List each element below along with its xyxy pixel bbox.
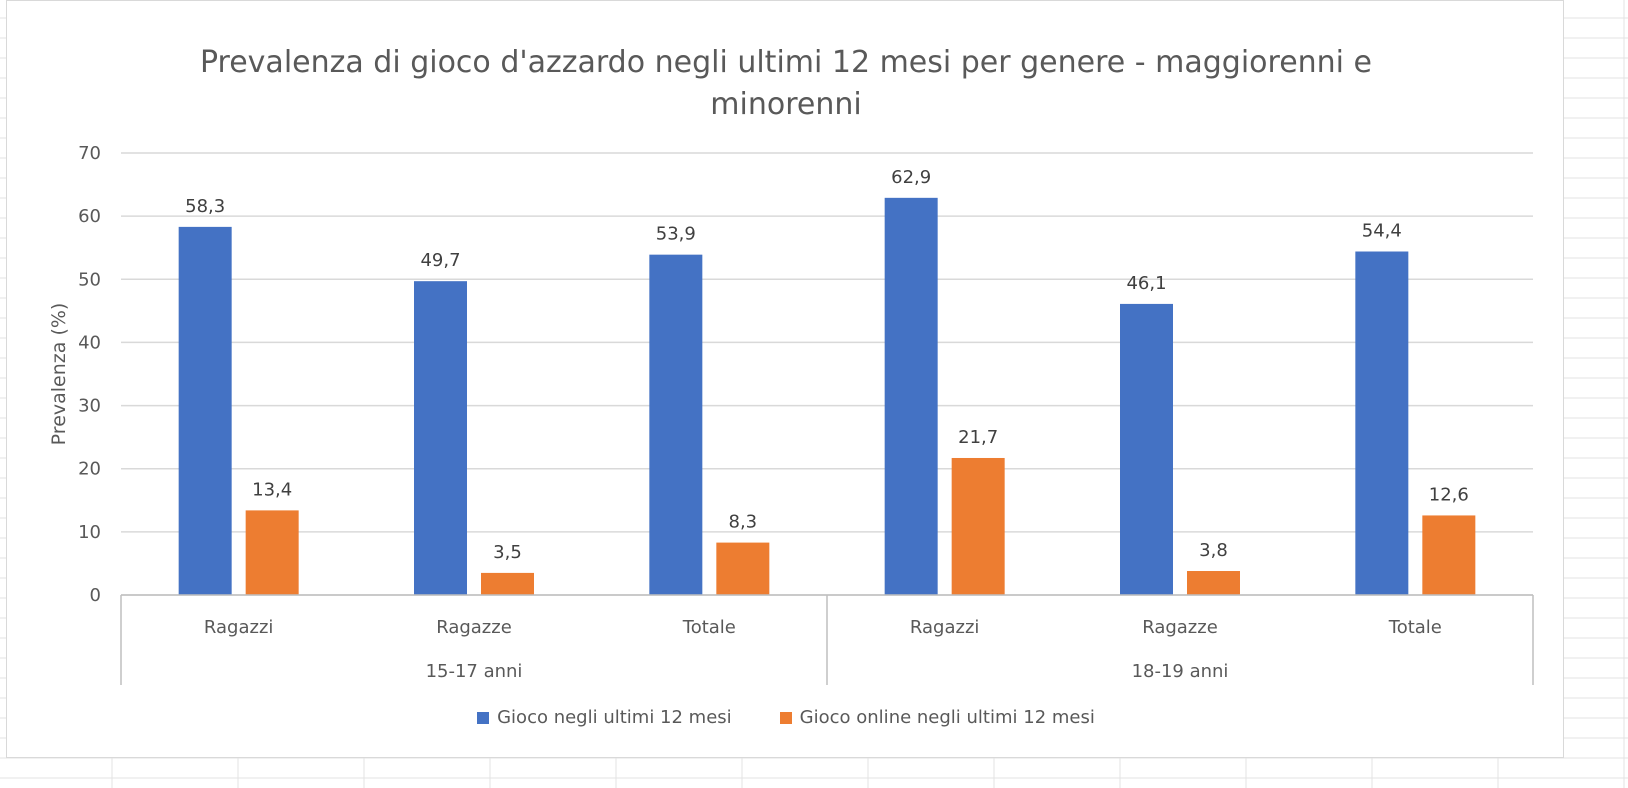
x-category-label: Totale — [1388, 617, 1442, 638]
bar — [178, 226, 232, 595]
data-label: 62,9 — [891, 167, 931, 188]
bar — [649, 254, 703, 595]
x-category-label: Totale — [682, 617, 736, 638]
chart-legend: Gioco negli ultimi 12 mesi Gioco online … — [7, 707, 1565, 728]
y-tick-label: 60 — [78, 206, 101, 227]
x-category-label: Ragazzi — [910, 617, 980, 638]
y-axis-title: Prevalenza (%) — [48, 303, 70, 446]
bar — [245, 510, 299, 595]
y-tick-label: 40 — [78, 332, 101, 353]
legend-label-series-1: Gioco negli ultimi 12 mesi — [497, 707, 732, 728]
x-group-label: 15-17 anni — [426, 661, 523, 682]
data-label: 46,1 — [1126, 273, 1166, 294]
data-label: 58,3 — [185, 196, 225, 217]
bar — [414, 281, 467, 595]
legend-swatch-series-1 — [477, 711, 490, 724]
y-tick-label: 70 — [78, 143, 101, 164]
chart-title-line-2: minorenni — [710, 87, 862, 122]
y-tick-label: 20 — [78, 459, 101, 480]
x-category-label: Ragazze — [1142, 617, 1218, 638]
y-tick-label: 50 — [78, 269, 101, 290]
bar — [884, 197, 938, 595]
x-group-label: 18-19 anni — [1132, 661, 1229, 682]
x-category-label: Ragazze — [436, 617, 512, 638]
bar-chart-plot: 0 10 20 30 40 50 60 70 Prevalenza (%) 58,3 13,4 Rag… — [48, 143, 1534, 685]
legend-swatch-series-2 — [779, 711, 792, 724]
y-tick-label: 10 — [78, 522, 101, 543]
data-label: 53,9 — [656, 224, 696, 245]
bar — [1422, 515, 1476, 595]
chart-title-line-1: Prevalenza di gioco d'azzardo negli ulti… — [199, 45, 1373, 80]
legend-item-series-1: Gioco negli ultimi 12 mesi — [477, 707, 732, 728]
bar — [481, 572, 534, 595]
data-label: 8,3 — [729, 512, 758, 533]
data-label: 21,7 — [958, 427, 998, 448]
bar — [716, 542, 770, 595]
data-label: 12,6 — [1429, 484, 1469, 505]
legend-label-series-2: Gioco online negli ultimi 12 mesi — [799, 707, 1095, 728]
bar — [951, 457, 1005, 595]
data-label: 3,5 — [493, 542, 522, 563]
chart-area[interactable]: Prevalenza di gioco d'azzardo negli ulti… — [6, 0, 1564, 758]
data-label: 49,7 — [420, 250, 460, 271]
y-tick-label: 0 — [90, 585, 101, 606]
data-label: 54,4 — [1362, 221, 1402, 242]
legend-item-series-2: Gioco online negli ultimi 12 mesi — [779, 707, 1095, 728]
data-label: 3,8 — [1199, 540, 1228, 561]
y-tick-label: 30 — [78, 396, 101, 417]
x-category-label: Ragazzi — [204, 617, 274, 638]
bar — [1355, 251, 1409, 595]
data-label: 13,4 — [252, 479, 292, 500]
bar — [1120, 303, 1173, 595]
bar — [1187, 571, 1240, 595]
